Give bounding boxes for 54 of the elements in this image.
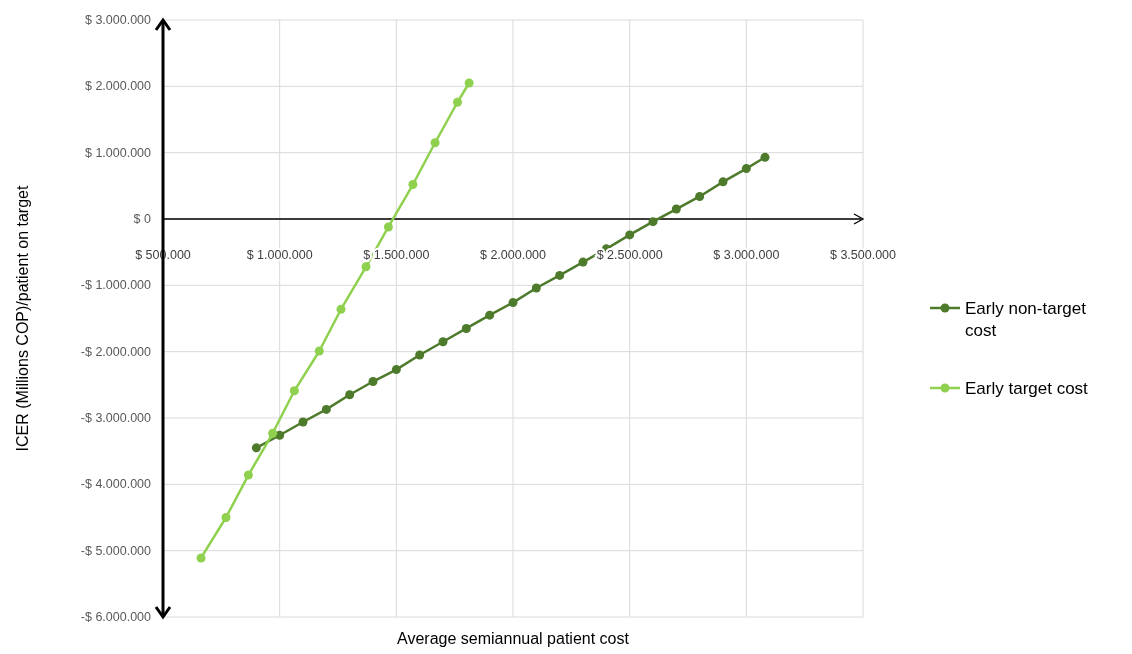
point <box>298 417 308 427</box>
point <box>485 310 495 320</box>
point <box>321 404 331 414</box>
point <box>391 365 401 375</box>
point <box>578 257 588 267</box>
y-tick-label: -$ 1.000.000 <box>80 278 152 293</box>
legend-label: Early target cost <box>965 379 1089 398</box>
point <box>648 217 658 227</box>
point <box>415 350 425 360</box>
y-tick-label: -$ 3.000.000 <box>80 411 152 425</box>
point <box>718 177 728 187</box>
point <box>275 430 285 440</box>
y-tick-label: $ 2.000.000 <box>84 79 152 94</box>
point <box>361 262 371 272</box>
point <box>671 204 681 214</box>
point <box>760 152 770 162</box>
point <box>383 222 393 232</box>
point <box>196 553 206 563</box>
point <box>408 180 418 190</box>
y-tick-label: -$ 6.000.000 <box>80 610 152 624</box>
y-tick-label: -$ 5.000.000 <box>80 543 152 558</box>
legend-label: Early non-target cost <box>965 299 1087 340</box>
point <box>221 513 231 522</box>
y-axis-title: ICER (Millions COP)/patient on target <box>14 185 31 452</box>
y-tick-label: $ 0 <box>133 212 152 226</box>
x-tick-label: $ 2.000.000 <box>479 248 547 262</box>
point <box>289 386 299 396</box>
point <box>625 230 635 240</box>
point <box>741 164 751 174</box>
point <box>345 390 355 400</box>
y-tick-label: -$ 4.000.000 <box>80 477 152 492</box>
point <box>268 428 278 438</box>
x-tick-label: $ 3.000.000 <box>713 248 780 262</box>
point <box>336 304 346 314</box>
y-tick-label: -$ 2.000.000 <box>80 344 152 359</box>
point <box>695 191 705 201</box>
point <box>508 298 518 308</box>
point <box>430 138 440 148</box>
x-tick-label: $ 1.500.000 <box>363 248 430 262</box>
point <box>243 470 253 480</box>
point <box>461 323 471 333</box>
point <box>368 377 378 387</box>
x-tick-label: $ 3.500.000 <box>829 248 897 262</box>
point <box>464 78 474 88</box>
x-tick-label: $ 1.000.000 <box>246 248 313 262</box>
point <box>555 270 565 280</box>
point <box>251 443 261 453</box>
point <box>531 283 541 293</box>
point <box>452 97 462 107</box>
point <box>438 337 448 347</box>
point <box>314 346 324 356</box>
y-tick-label: $ 3.000.000 <box>84 13 152 27</box>
y-tick-label: $ 1.000.000 <box>84 145 152 160</box>
x-axis-title: Average semiannual patient cost <box>397 630 630 647</box>
